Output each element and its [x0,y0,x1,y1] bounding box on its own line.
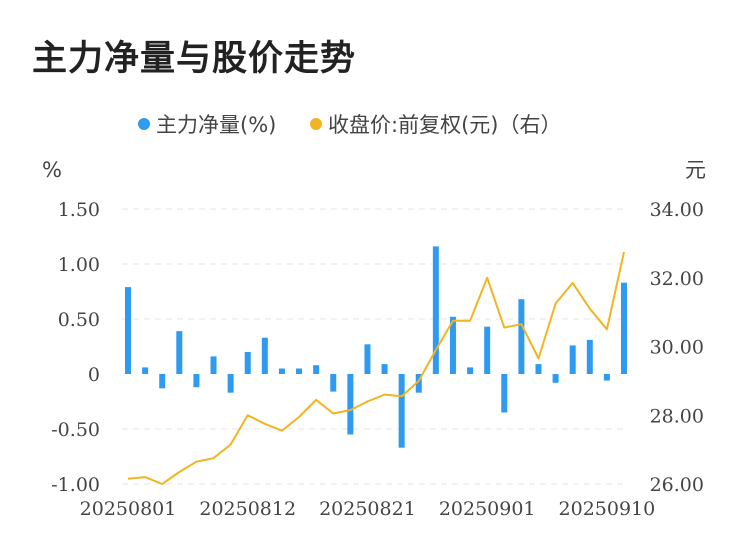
bar [278,368,285,374]
bar [621,282,627,374]
y-right-tick-label: 26.00 [650,474,704,496]
bar [330,374,337,392]
y-right-tick-label: 34.00 [650,199,704,221]
bar [415,374,422,393]
bar [364,344,371,374]
left-unit-label: % [42,158,62,182]
bar [603,374,610,381]
bar [176,331,183,374]
x-tick-label: 20250901 [439,498,536,520]
bar [244,352,251,374]
y-left-tick-label: -0.50 [51,419,100,441]
grid-lines [122,208,628,485]
bar [484,326,491,374]
bar [467,367,474,374]
legend-marker-close-price [310,118,322,130]
price-line [127,251,625,485]
legend: 主力净量(%) 收盘价:前复权(元)（右） [138,113,561,137]
y-left-tick-label: -1.00 [51,474,100,496]
bar [518,299,525,374]
y-left-tick-label: 0.50 [58,309,100,331]
line-series [127,251,625,485]
x-tick-label: 20250812 [199,498,296,520]
bar [159,374,166,389]
legend-label-net-volume: 主力净量(%) [156,113,276,137]
bar [398,374,405,448]
bar [261,337,268,374]
y-left-tick-label: 0 [88,364,100,386]
bar [296,368,303,374]
y-left-tick-label: 1.50 [58,199,100,221]
bar [552,374,559,383]
x-tick-label: 20250801 [80,498,177,520]
bar [535,364,542,374]
bar [569,345,576,374]
x-tick-label: 20250821 [319,498,416,520]
bar [210,356,217,374]
bar [193,374,200,388]
bar [381,364,388,374]
chart-title: 主力净量与股价走势 [32,39,357,79]
y-right-tick-label: 32.00 [650,268,704,290]
x-axis: 20250801 20250812 20250821 20250901 20250910 [80,498,656,520]
legend-label-close-price: 收盘价:前复权(元)（右） [328,113,561,137]
bar [501,374,508,413]
bar [227,374,234,393]
right-unit-label: 元 [685,158,706,182]
bar [432,246,439,374]
bar [347,374,354,435]
y-right-tick-label: 30.00 [650,337,704,359]
y-right-tick-label: 28.00 [650,405,704,427]
bar-series [125,246,627,448]
y-axis-left: 1.50 1.00 0.50 0 -0.50 -1.00 [51,199,100,496]
x-tick-label: 20250910 [559,498,656,520]
bar [449,316,456,374]
legend-marker-net-volume [138,118,150,130]
bar [313,365,320,374]
bar [586,339,593,374]
y-left-tick-label: 1.00 [58,254,100,276]
bar [125,287,131,374]
y-axis-right: 34.00 32.00 30.00 28.00 26.00 [650,199,704,496]
bar [142,367,149,374]
